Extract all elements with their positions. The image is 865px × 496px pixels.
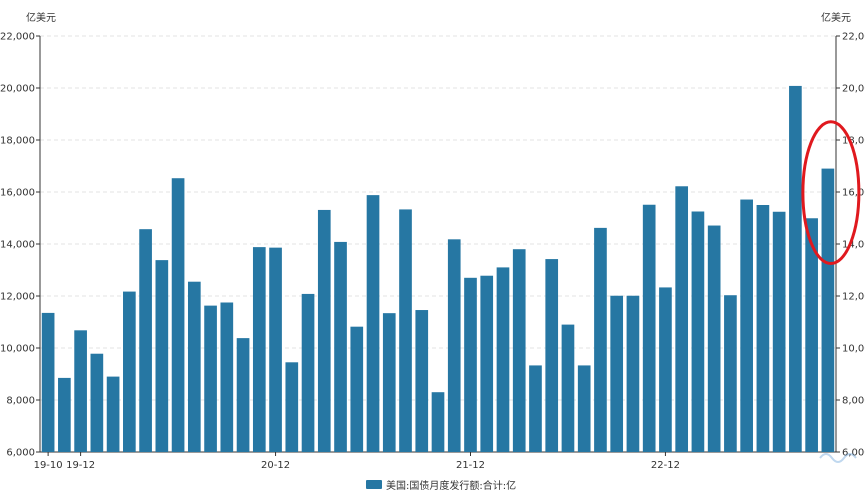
y-tick-label: 22,000 bbox=[0, 32, 35, 43]
bar[interactable] bbox=[252, 247, 266, 452]
bar[interactable] bbox=[399, 209, 412, 452]
bar[interactable] bbox=[41, 312, 55, 452]
bar[interactable] bbox=[529, 365, 542, 452]
bar[interactable] bbox=[740, 199, 753, 452]
bar[interactable] bbox=[675, 186, 689, 452]
annotation bbox=[801, 120, 861, 265]
y-tick-label: 16,000 bbox=[0, 188, 35, 199]
bar[interactable] bbox=[285, 362, 299, 452]
bar[interactable] bbox=[610, 295, 624, 452]
y-tick-label: 8,000 bbox=[6, 396, 35, 407]
y-tick-label: 20,000 bbox=[0, 84, 35, 95]
bar[interactable] bbox=[594, 227, 607, 452]
x-tick-label: 19-10 bbox=[34, 460, 63, 471]
x-tick-label: 19-12 bbox=[66, 460, 95, 471]
bar[interactable] bbox=[123, 291, 136, 452]
bar[interactable] bbox=[464, 277, 477, 452]
bar[interactable] bbox=[269, 247, 282, 452]
bar[interactable] bbox=[334, 241, 347, 452]
bar[interactable] bbox=[171, 178, 185, 452]
left-axis-unit: 亿美元 bbox=[26, 11, 56, 24]
legend[interactable]: 美国:国债月度发行额:合计:亿 bbox=[366, 477, 517, 492]
bar[interactable] bbox=[90, 353, 104, 452]
left-y-ticks: 6,000 8,000 10,000 12,000 14,000 16,000 18,000… bbox=[0, 32, 40, 459]
y-tick-label: 6,000 bbox=[6, 448, 35, 459]
bar[interactable] bbox=[772, 211, 786, 452]
bar[interactable] bbox=[496, 267, 510, 452]
bar[interactable] bbox=[642, 204, 656, 452]
bar[interactable] bbox=[512, 249, 526, 452]
bar[interactable] bbox=[187, 281, 201, 452]
bar[interactable] bbox=[301, 293, 315, 452]
y-tick-label-right: 18,000 bbox=[842, 136, 865, 147]
y-tick-label-right: 16,000 bbox=[842, 188, 865, 199]
bar[interactable] bbox=[626, 295, 640, 452]
x-tick-label: 21-12 bbox=[456, 460, 485, 471]
x-tick-label: 20-12 bbox=[261, 460, 290, 471]
bar[interactable] bbox=[317, 209, 331, 452]
y-tick-label: 14,000 bbox=[0, 240, 35, 251]
bar[interactable] bbox=[431, 392, 445, 452]
bars bbox=[41, 85, 835, 453]
bar[interactable] bbox=[724, 295, 737, 452]
bar[interactable] bbox=[659, 287, 672, 452]
right-axis-unit: 亿美元 bbox=[821, 11, 851, 24]
y-tick-label-right: 14,000 bbox=[842, 240, 865, 251]
y-tick-label-right: 20,000 bbox=[842, 84, 865, 95]
bar[interactable] bbox=[577, 365, 591, 452]
y-tick-label: 10,000 bbox=[0, 344, 35, 355]
bar[interactable] bbox=[382, 313, 396, 452]
y-tick-label-right: 10,000 bbox=[842, 344, 865, 355]
bar[interactable] bbox=[220, 302, 234, 453]
bar[interactable] bbox=[756, 205, 770, 452]
bar[interactable] bbox=[106, 376, 120, 452]
y-tick-label-right: 8,000 bbox=[842, 396, 865, 407]
legend-label: 美国:国债月度发行额:合计:亿 bbox=[386, 480, 517, 492]
bar[interactable] bbox=[204, 305, 217, 452]
bar[interactable] bbox=[691, 211, 705, 453]
bar[interactable] bbox=[789, 85, 802, 453]
bar[interactable] bbox=[236, 338, 250, 452]
y-tick-label-right: 22,000 bbox=[842, 32, 865, 43]
bar[interactable] bbox=[415, 310, 429, 452]
highlight-ellipse bbox=[801, 120, 861, 265]
watermark-icon bbox=[819, 453, 857, 463]
bar[interactable] bbox=[447, 239, 461, 452]
bar[interactable] bbox=[545, 259, 559, 452]
right-y-ticks: 6,000 8,000 10,000 12,000 14,000 16,000 18,000… bbox=[836, 32, 865, 459]
bar[interactable] bbox=[707, 225, 721, 452]
bar[interactable] bbox=[74, 330, 87, 452]
y-tick-label-right: 12,000 bbox=[842, 292, 865, 303]
bar[interactable] bbox=[480, 275, 494, 452]
bar[interactable] bbox=[805, 218, 818, 452]
y-tick-label: 18,000 bbox=[0, 136, 35, 147]
x-tick-label: 22-12 bbox=[651, 460, 680, 471]
bar[interactable] bbox=[821, 168, 835, 452]
bar[interactable] bbox=[139, 229, 152, 452]
bar[interactable] bbox=[366, 195, 380, 452]
y-tick-label: 12,000 bbox=[0, 292, 35, 303]
bar[interactable] bbox=[561, 324, 575, 452]
y-tick-label-right: 6,000 bbox=[842, 448, 865, 459]
bar[interactable] bbox=[58, 377, 71, 452]
bar[interactable] bbox=[155, 260, 169, 452]
legend-swatch bbox=[366, 479, 382, 489]
bar[interactable] bbox=[350, 326, 364, 452]
x-ticks: 19-10 19-12 20-12 21-12 22-12 bbox=[34, 452, 680, 471]
